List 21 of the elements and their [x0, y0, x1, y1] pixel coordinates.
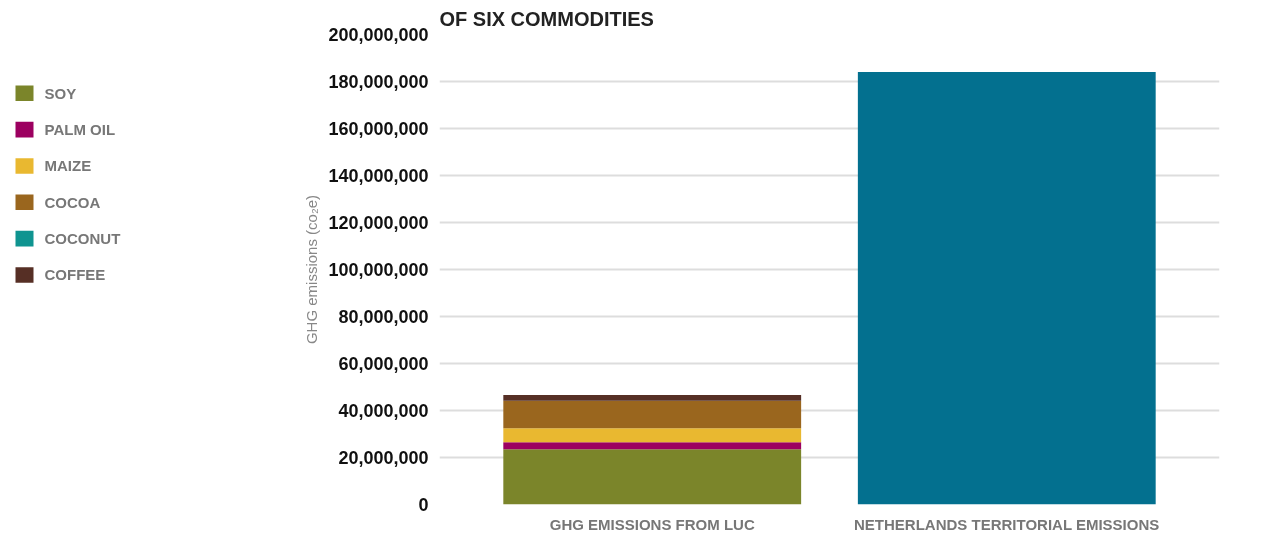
chart-title: OF SIX COMMODITIES — [439, 7, 654, 30]
legend-label: SOY — [44, 84, 77, 102]
y-tick-label: 40,000,000 — [338, 401, 429, 421]
legend-label: COCOA — [44, 193, 101, 211]
legend-label: MAIZE — [44, 157, 92, 175]
x-tick-label: GHG EMISSIONS FROM LUC — [549, 515, 755, 533]
y-tick-label: 180,000,000 — [328, 72, 429, 92]
y-tick-label: 160,000,000 — [328, 119, 429, 139]
y-tick-label: 200,000,000 — [328, 25, 429, 45]
y-tick-label: 60,000,000 — [338, 354, 429, 374]
y-tick-label: 80,000,000 — [338, 307, 429, 327]
y-tick-label: 100,000,000 — [328, 260, 429, 280]
y-axis-title: GHG emissions (co₂e) — [303, 194, 321, 345]
legend-label: COFFEE — [44, 266, 106, 284]
y-tick-label: 0 — [418, 495, 429, 515]
x-tick-label: NETHERLANDS TERRITORIAL EMISSIONS — [853, 515, 1160, 533]
legend-label: PALM OIL — [44, 121, 116, 139]
legend-label: COCONUT — [44, 230, 121, 248]
y-tick-label: 120,000,000 — [328, 213, 429, 233]
y-tick-label: 20,000,000 — [338, 448, 429, 468]
y-tick-label: 140,000,000 — [328, 166, 429, 186]
